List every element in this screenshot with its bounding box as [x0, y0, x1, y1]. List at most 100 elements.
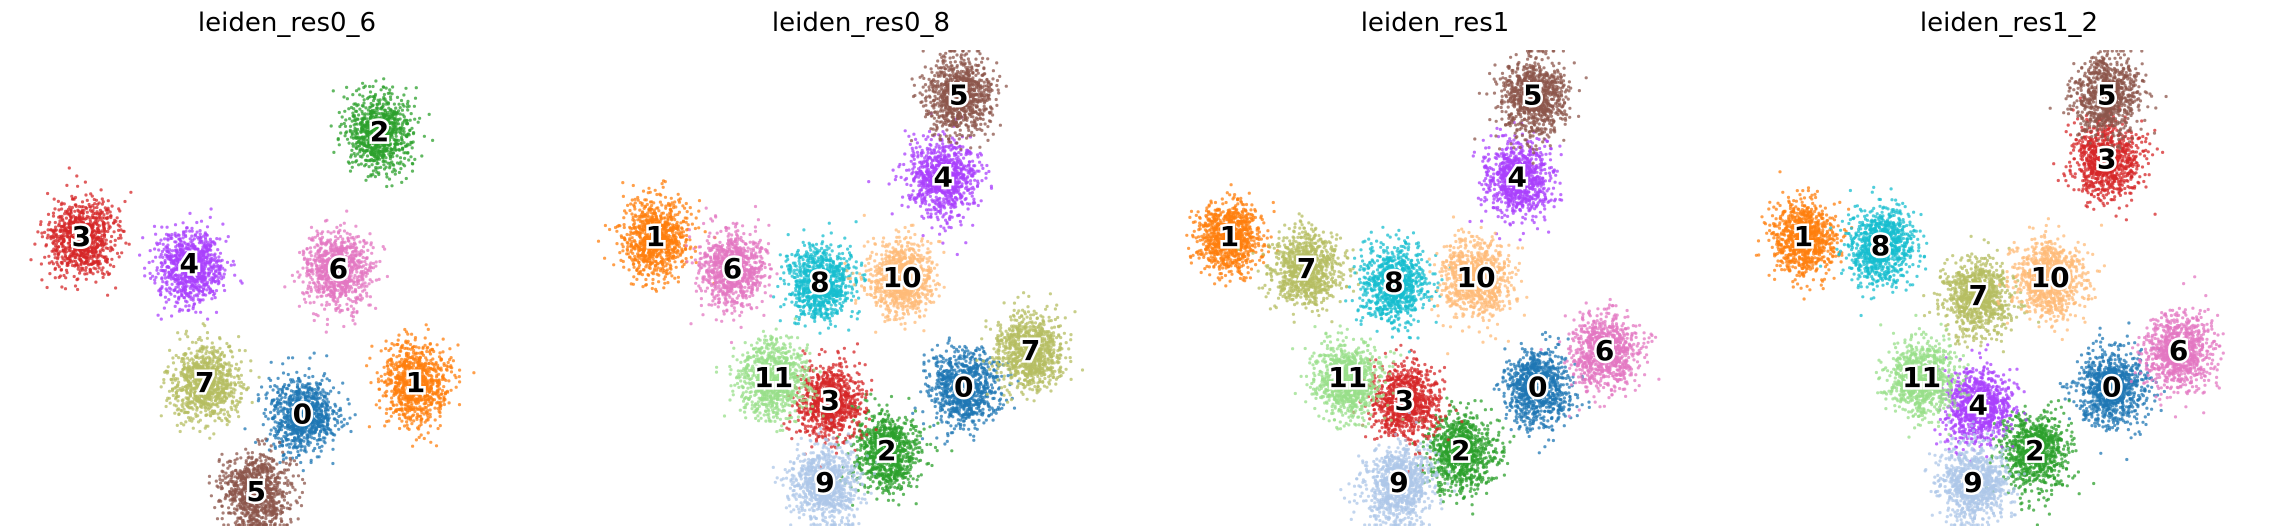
cluster-1-point — [408, 342, 413, 347]
cluster-2-point — [390, 127, 394, 131]
cluster-0-point — [301, 469, 305, 473]
cluster-0-point — [307, 443, 311, 447]
cluster-2-point — [388, 95, 393, 99]
cluster-0-point — [306, 388, 310, 392]
cluster-2-point — [392, 167, 396, 171]
cluster-3-point — [63, 259, 67, 263]
cluster-1-point — [393, 388, 397, 392]
cluster-2-point — [360, 135, 364, 139]
cluster-1-point — [411, 354, 415, 358]
cluster-4-point — [214, 310, 219, 314]
cluster-2-point — [393, 172, 397, 176]
cluster-1-point — [458, 380, 462, 384]
cluster-2-point — [339, 131, 343, 135]
cluster-0-point — [297, 435, 301, 439]
cluster-3-point — [40, 278, 44, 282]
cluster-5-point — [300, 490, 304, 495]
cluster-4-point — [182, 231, 186, 235]
cluster-0-point — [284, 436, 288, 440]
cluster-2-point — [388, 88, 392, 92]
cluster-4-point — [171, 254, 175, 258]
cluster-5-point — [217, 459, 221, 463]
cluster-4-point — [159, 317, 163, 321]
cluster-2-point — [363, 143, 367, 147]
cluster-3-point — [78, 271, 82, 275]
cluster-4-point — [202, 283, 206, 287]
cluster-3-point — [56, 199, 61, 203]
cluster-2-point — [372, 108, 376, 112]
cluster-4-point — [200, 267, 204, 271]
cluster-0-point — [310, 427, 314, 431]
cluster-0-point — [295, 403, 299, 407]
cluster-0-point — [303, 397, 307, 401]
cluster-1-point — [418, 361, 422, 365]
cluster-1-point — [445, 364, 449, 368]
cluster-1-point — [402, 413, 406, 417]
cluster-3-point — [113, 243, 117, 247]
cluster-0-point — [269, 410, 273, 414]
cluster-2-point — [398, 162, 402, 166]
cluster-4-point — [190, 229, 194, 233]
cluster-3-point — [113, 238, 117, 242]
cluster-0-point — [287, 445, 292, 449]
cluster-0-point — [310, 420, 314, 424]
cluster-4-point — [151, 259, 155, 263]
cluster-2-point — [382, 108, 387, 112]
cluster-0-point — [322, 439, 326, 443]
cluster-0-point — [320, 444, 324, 448]
cluster-0-point — [289, 380, 293, 384]
cluster-0-point — [281, 371, 286, 375]
cluster-2-point — [404, 151, 408, 155]
cluster-3-point — [64, 276, 68, 280]
cluster-1-point — [409, 418, 413, 422]
cluster-0-point — [321, 436, 325, 440]
cluster-3-point — [85, 198, 89, 202]
cluster-4-point — [160, 277, 164, 281]
cluster-3-point — [104, 246, 108, 250]
cluster-0-point — [265, 391, 269, 395]
cluster-0-point — [317, 406, 321, 410]
cluster-4-point — [223, 288, 227, 293]
cluster-0-point — [347, 402, 351, 406]
cluster-2-point — [411, 132, 416, 136]
cluster-0-point — [325, 377, 329, 381]
cluster-1-point — [378, 406, 382, 410]
cluster-2-point — [351, 114, 356, 118]
cluster-4-point — [191, 296, 195, 300]
cluster-5-point — [264, 437, 268, 441]
cluster-4-point — [143, 274, 147, 278]
cluster-4-point — [173, 277, 177, 281]
cluster-3-point — [61, 229, 65, 233]
cluster-0-point — [321, 398, 325, 402]
cluster-4-point — [222, 272, 226, 276]
cluster-0-point — [282, 416, 286, 420]
cluster-1-point — [384, 347, 388, 351]
cluster-2-point — [366, 175, 370, 179]
cluster-5-point — [288, 490, 292, 494]
cluster-0-point — [263, 408, 268, 412]
cluster-3-point — [60, 255, 64, 259]
cluster-0-point — [297, 398, 301, 402]
cluster-0-point — [308, 431, 312, 435]
cluster-0-point — [276, 430, 281, 434]
cluster-2-point — [394, 106, 398, 110]
cluster-2-point — [412, 104, 416, 108]
cluster-3-point — [117, 255, 121, 259]
cluster-3-point — [88, 205, 92, 209]
cluster-3-point — [80, 200, 85, 204]
cluster-0-point — [314, 426, 318, 430]
cluster-2-point — [370, 104, 375, 108]
cluster-4-point — [189, 284, 193, 288]
cluster-3-point — [57, 215, 61, 219]
cluster-4-point — [187, 304, 191, 308]
cluster-3-point — [70, 263, 75, 268]
cluster-3-point — [33, 242, 37, 246]
cluster-0-point — [262, 411, 266, 415]
cluster-3-point — [52, 242, 56, 246]
cluster-2-point — [384, 165, 388, 169]
cluster-0-point — [284, 456, 288, 460]
cluster-0-point — [302, 406, 306, 410]
cluster-2-point — [368, 95, 372, 99]
cluster-5-point — [302, 481, 307, 485]
cluster-0-point — [313, 387, 317, 392]
